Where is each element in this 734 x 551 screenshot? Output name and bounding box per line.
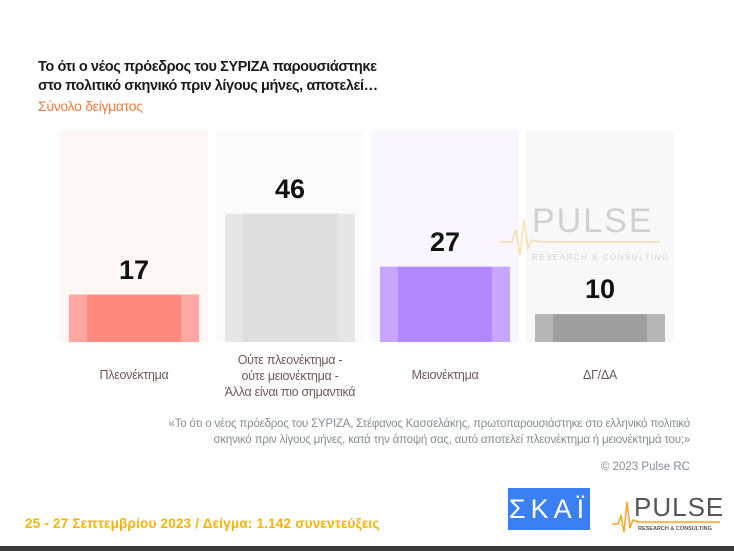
- category-label-line: Πλεονέκτημα: [99, 368, 169, 382]
- category-label: Ούτε πλεονέκτημα - ούτε μειονέκτημα - Άλλα…: [215, 352, 365, 400]
- pulse-logo: PULSE RESEARCH & CONSULTING: [612, 492, 722, 532]
- chart-title: Το ότι ο νέος πρόεδρος του ΣΥΡΙΖΑ παρουσ…: [38, 58, 378, 96]
- copyright: © 2023 Pulse RC: [600, 461, 690, 473]
- question-line-1: «Το ότι ο νέος πρόεδρος του ΣΥΡΙΖΑ, Στέφ…: [168, 418, 691, 430]
- category-label-line: ΔΓ/ΔΑ: [583, 368, 617, 382]
- bar-edge-left: [69, 294, 87, 342]
- skai-logo: ΣΚΑΪ: [508, 488, 590, 530]
- bar-edge-right: [647, 314, 665, 342]
- category-label-line: Ούτε πλεονέκτημα -: [237, 353, 343, 367]
- category-label-line: Μειονέκτημα: [411, 368, 479, 382]
- bar-edge-left: [380, 266, 398, 342]
- title-line-2: στο πολιτικό σκηνικό πριν λίγους μήνες, …: [38, 78, 378, 94]
- data-label: 10: [584, 274, 616, 305]
- bar: [535, 314, 665, 342]
- category-label: ΔΓ/ΔΑ: [525, 367, 675, 383]
- data-label: 27: [429, 226, 461, 257]
- bar-edge-left: [535, 314, 553, 342]
- chart-subtitle: Σύνολο δείγματος: [38, 98, 143, 114]
- survey-dates-sample: 25 - 27 Σεπτεμβρίου 2023 / Δείγμα: 1.142…: [25, 516, 380, 531]
- bar-edge-right: [337, 213, 355, 342]
- category-label: Μειονέκτημα: [370, 367, 520, 383]
- data-label: 46: [274, 173, 306, 204]
- question-text: «Το ότι ο νέος πρόεδρος του ΣΥΡΙΖΑ, Στέφ…: [90, 416, 691, 448]
- bar-edge-right: [181, 294, 199, 342]
- title-line-1: Το ότι ο νέος πρόεδρος του ΣΥΡΙΖΑ παρουσ…: [38, 59, 377, 75]
- bar: [380, 266, 510, 342]
- bar: [69, 294, 199, 342]
- category-label-line: Άλλα είναι πιο σημαντικά: [224, 385, 356, 399]
- bar-background: [526, 130, 674, 342]
- category-label: Πλεονέκτημα: [59, 367, 209, 383]
- bar-edge-right: [492, 266, 510, 342]
- question-line-2: σκηνικό πριν λίγους μήνες, κατά την άποψ…: [213, 434, 690, 446]
- svg-text:RESEARCH & CONSULTING: RESEARCH & CONSULTING: [638, 526, 712, 532]
- bar-edge-left: [225, 213, 243, 342]
- data-label: 17: [118, 254, 150, 285]
- category-label-line: ούτε μειονέκτημα -: [241, 369, 339, 383]
- bar: [225, 213, 355, 342]
- bottom-bar: [0, 546, 734, 551]
- bar-chart: [69, 130, 674, 342]
- svg-text:PULSE: PULSE: [634, 492, 722, 522]
